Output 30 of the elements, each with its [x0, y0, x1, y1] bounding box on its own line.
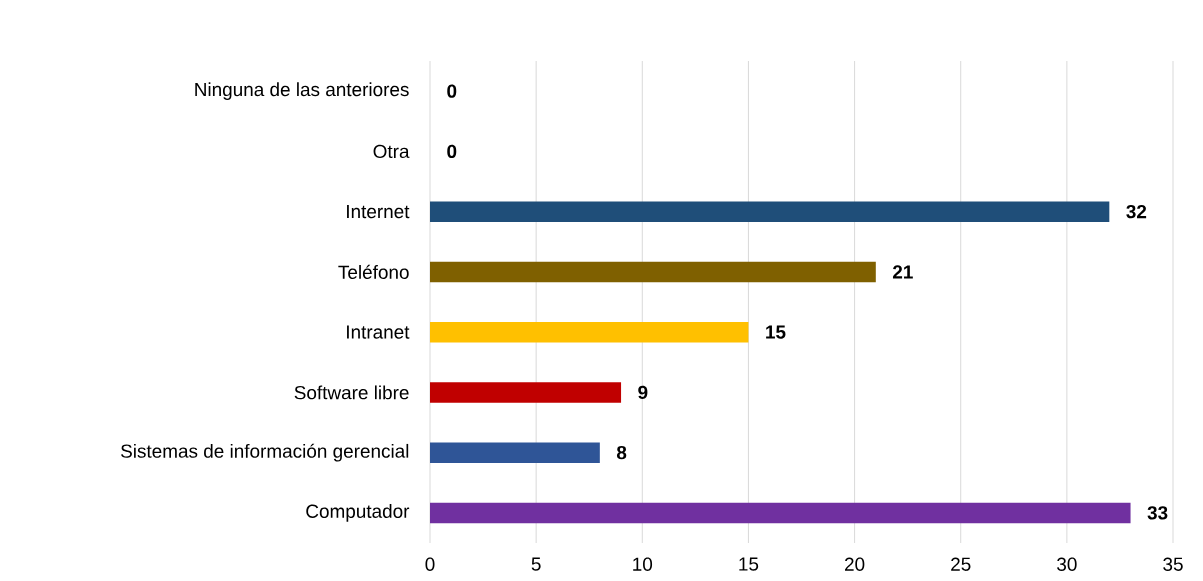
x-tick-label: 30: [1057, 557, 1077, 571]
bar: [430, 442, 600, 463]
x-tick-label: 15: [739, 557, 759, 571]
data-label: 33: [1147, 506, 1168, 520]
y-tick-label: Teléfono: [338, 264, 409, 279]
data-label: 0: [447, 84, 457, 98]
data-label: 32: [1126, 204, 1147, 219]
x-tick-label: 20: [845, 557, 865, 571]
x-tick-label: 25: [951, 557, 971, 571]
data-label: 8: [616, 445, 627, 460]
bar: [430, 502, 1131, 524]
y-tick-label: Otra: [373, 144, 410, 159]
bar: [430, 261, 876, 283]
bar: [430, 382, 622, 403]
bar: [430, 321, 749, 343]
y-tick-label: Software libre: [294, 385, 409, 400]
data-label: 9: [638, 385, 648, 400]
y-tick-label: Intranet: [347, 325, 410, 339]
y-tick-label: Computador: [306, 504, 410, 522]
data-label: 0: [447, 144, 457, 159]
y-tick-label: Sistemas de información gerencial: [121, 443, 409, 462]
data-label: 21: [892, 265, 913, 279]
data-label: 15: [766, 325, 786, 339]
x-tick-label: 35: [1163, 557, 1183, 571]
x-tick-label: 0: [425, 557, 435, 571]
bar: [430, 201, 1110, 222]
y-tick-label: Ninguna de las anteriores: [195, 82, 409, 100]
x-tick-label: 10: [633, 557, 653, 571]
x-tick-label: 5: [531, 557, 541, 571]
y-tick-label: Internet: [347, 205, 410, 219]
